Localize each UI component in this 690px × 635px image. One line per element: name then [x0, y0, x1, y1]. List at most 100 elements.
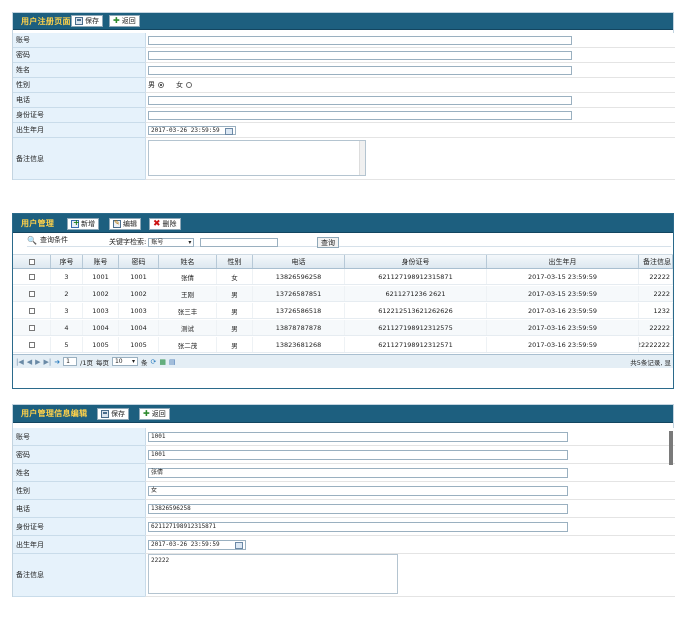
query-button[interactable]: 查询	[317, 237, 339, 248]
register-row-remark: 备注信息	[13, 138, 675, 180]
header-select-all[interactable]	[13, 255, 51, 268]
manage-titlebar: 用户管理 新增 编辑 ✖ 删除	[13, 214, 673, 233]
search-title: 查询条件	[39, 236, 68, 244]
edit-idcard-input[interactable]: 621127198912315871	[148, 522, 568, 532]
column-header[interactable]: 账号	[83, 255, 119, 268]
add-button[interactable]: 新增	[67, 218, 99, 230]
column-header[interactable]: 出生年月	[487, 255, 639, 268]
table-cell: 1004	[119, 320, 159, 335]
save-icon	[75, 17, 83, 25]
table-cell: 2017-03-16 23:59:59	[487, 320, 639, 335]
prev-page-icon[interactable]: ◀	[26, 357, 33, 366]
table-cell: 13726586518	[253, 303, 345, 318]
register-name-input[interactable]	[148, 66, 572, 75]
delete-button[interactable]: ✖ 删除	[149, 218, 181, 230]
table-cell: 男	[217, 320, 253, 335]
first-page-icon[interactable]: |◀	[16, 357, 24, 366]
row-checkbox[interactable]	[28, 307, 35, 314]
edit-remark-textarea[interactable]: 22222	[148, 554, 398, 594]
male-label: 男	[148, 81, 155, 89]
per-page-select[interactable]: 10 ▾	[111, 357, 138, 366]
keyword-select[interactable]: 账号 ▾	[148, 237, 195, 247]
grid-header: 序号 账号 密码 姓名 性别 电话 身份证号 出生年月 备注信息	[13, 255, 673, 269]
table-cell: 2017-03-16 23:59:59	[487, 337, 639, 352]
register-idcard-input[interactable]	[148, 111, 572, 120]
field-label: 姓名	[13, 63, 145, 78]
register-birth-input[interactable]: 2017-03-26 23:59:59	[148, 126, 236, 135]
row-select-cell[interactable]	[13, 320, 51, 335]
row-checkbox[interactable]	[28, 273, 35, 280]
register-save-button[interactable]: 保存	[71, 15, 103, 27]
register-back-button[interactable]: ✚ 返回	[109, 15, 140, 27]
field-label: 身份证号	[13, 518, 145, 536]
edit-account-input[interactable]: 1001	[148, 432, 568, 442]
column-header[interactable]: 序号	[51, 255, 83, 268]
edit-name-input[interactable]: 张倩	[148, 468, 568, 478]
edit-row-gender: 性别 女	[13, 482, 675, 500]
row-select-cell[interactable]	[13, 286, 51, 301]
edit-gender-input[interactable]: 女	[148, 486, 568, 496]
row-select-cell[interactable]	[13, 337, 51, 352]
export-excel-icon[interactable]: ▦	[159, 357, 166, 366]
table-row[interactable]: 3 1001 1001 张倩女 13826596258 62112719891231587…	[13, 269, 673, 285]
edit-birth-input[interactable]: 2017-03-26 23:59:59	[148, 540, 246, 550]
page-number-input[interactable]: 1	[63, 357, 78, 366]
edit-password-input[interactable]: 1001	[148, 450, 568, 460]
keyword-group: 关键字检索: 账号 ▾	[109, 237, 279, 247]
search-bar: 🔍 查询条件 关键字检索: 账号 ▾ 查询	[13, 233, 673, 255]
table-cell: 612212513621262626	[345, 303, 487, 318]
table-cell: 621127198912312575	[345, 320, 487, 335]
table-row[interactable]: 4 1004 1004 测试男 13878787878 62112719891231257…	[13, 320, 673, 336]
table-row[interactable]: 5 1005 1005 张二茂男 13823681268 6211271989123125…	[13, 337, 673, 353]
table-row[interactable]: 2 1002 1002 王刚男 13726587851 6211271236 2621 20…	[13, 286, 673, 302]
row-select-cell[interactable]	[13, 303, 51, 318]
export-doc-icon[interactable]: ▤	[168, 357, 176, 366]
row-checkbox[interactable]	[28, 341, 35, 348]
save-icon	[101, 410, 109, 418]
goto-arrow-icon[interactable]: ➜	[54, 357, 61, 366]
column-header[interactable]: 姓名	[159, 255, 217, 268]
next-page-icon[interactable]: ▶	[35, 357, 41, 366]
manage-panel: 用户管理 新增 编辑 ✖ 删除 🔍 查询条件 关键字检索: 账号 ▾	[12, 213, 674, 389]
table-cell: 3	[51, 269, 83, 284]
edit-scrollbar[interactable]	[669, 431, 673, 465]
column-header[interactable]: 性别	[217, 255, 253, 268]
add-icon	[71, 218, 80, 228]
column-header[interactable]: 电话	[253, 255, 345, 268]
row-checkbox[interactable]	[28, 290, 35, 297]
field-label: 姓名	[13, 464, 145, 482]
table-cell: 2017-03-16 23:59:59	[487, 303, 639, 318]
scrollbar[interactable]	[359, 141, 365, 175]
table-cell: 1005	[83, 337, 119, 352]
edit-save-button[interactable]: 保存	[97, 408, 129, 420]
edit-icon	[113, 218, 121, 228]
last-page-icon[interactable]: ▶|	[43, 357, 52, 366]
edit-back-button[interactable]: ✚ 返回	[139, 408, 170, 420]
column-header[interactable]: 身份证号	[345, 255, 487, 268]
table-row[interactable]: 3 1003 1003 张三丰男 13726586518 6122125136212626…	[13, 303, 673, 319]
register-phone-input[interactable]	[148, 96, 572, 105]
male-radio[interactable]	[158, 82, 164, 88]
female-radio[interactable]	[186, 82, 192, 88]
keyword-input[interactable]	[200, 237, 279, 247]
search-divider	[27, 246, 671, 247]
row-checkbox[interactable]	[28, 324, 35, 331]
register-remark-textarea[interactable]	[148, 140, 366, 176]
table-cell: 1002	[119, 286, 159, 301]
table-cell: 4	[51, 320, 83, 335]
field-label: 密码	[13, 48, 145, 63]
per-page-suffix: 条	[140, 358, 148, 367]
edit-titlebar: 用户管理信息编辑 保存 ✚ 返回	[13, 405, 673, 423]
table-cell: 张三丰	[159, 303, 217, 318]
table-cell: 13826596258	[253, 269, 345, 284]
refresh-icon[interactable]: ⟳	[150, 357, 157, 366]
register-account-input[interactable]	[148, 36, 572, 45]
column-header[interactable]: 备注信息	[639, 255, 673, 268]
edit-button[interactable]: 编辑	[109, 218, 141, 230]
field-label: 出生年月	[13, 536, 145, 554]
select-all-checkbox[interactable]	[28, 258, 35, 265]
register-password-input[interactable]	[148, 51, 572, 60]
edit-phone-input[interactable]: 13826596258	[148, 504, 568, 514]
row-select-cell[interactable]	[13, 269, 51, 284]
column-header[interactable]: 密码	[119, 255, 159, 268]
